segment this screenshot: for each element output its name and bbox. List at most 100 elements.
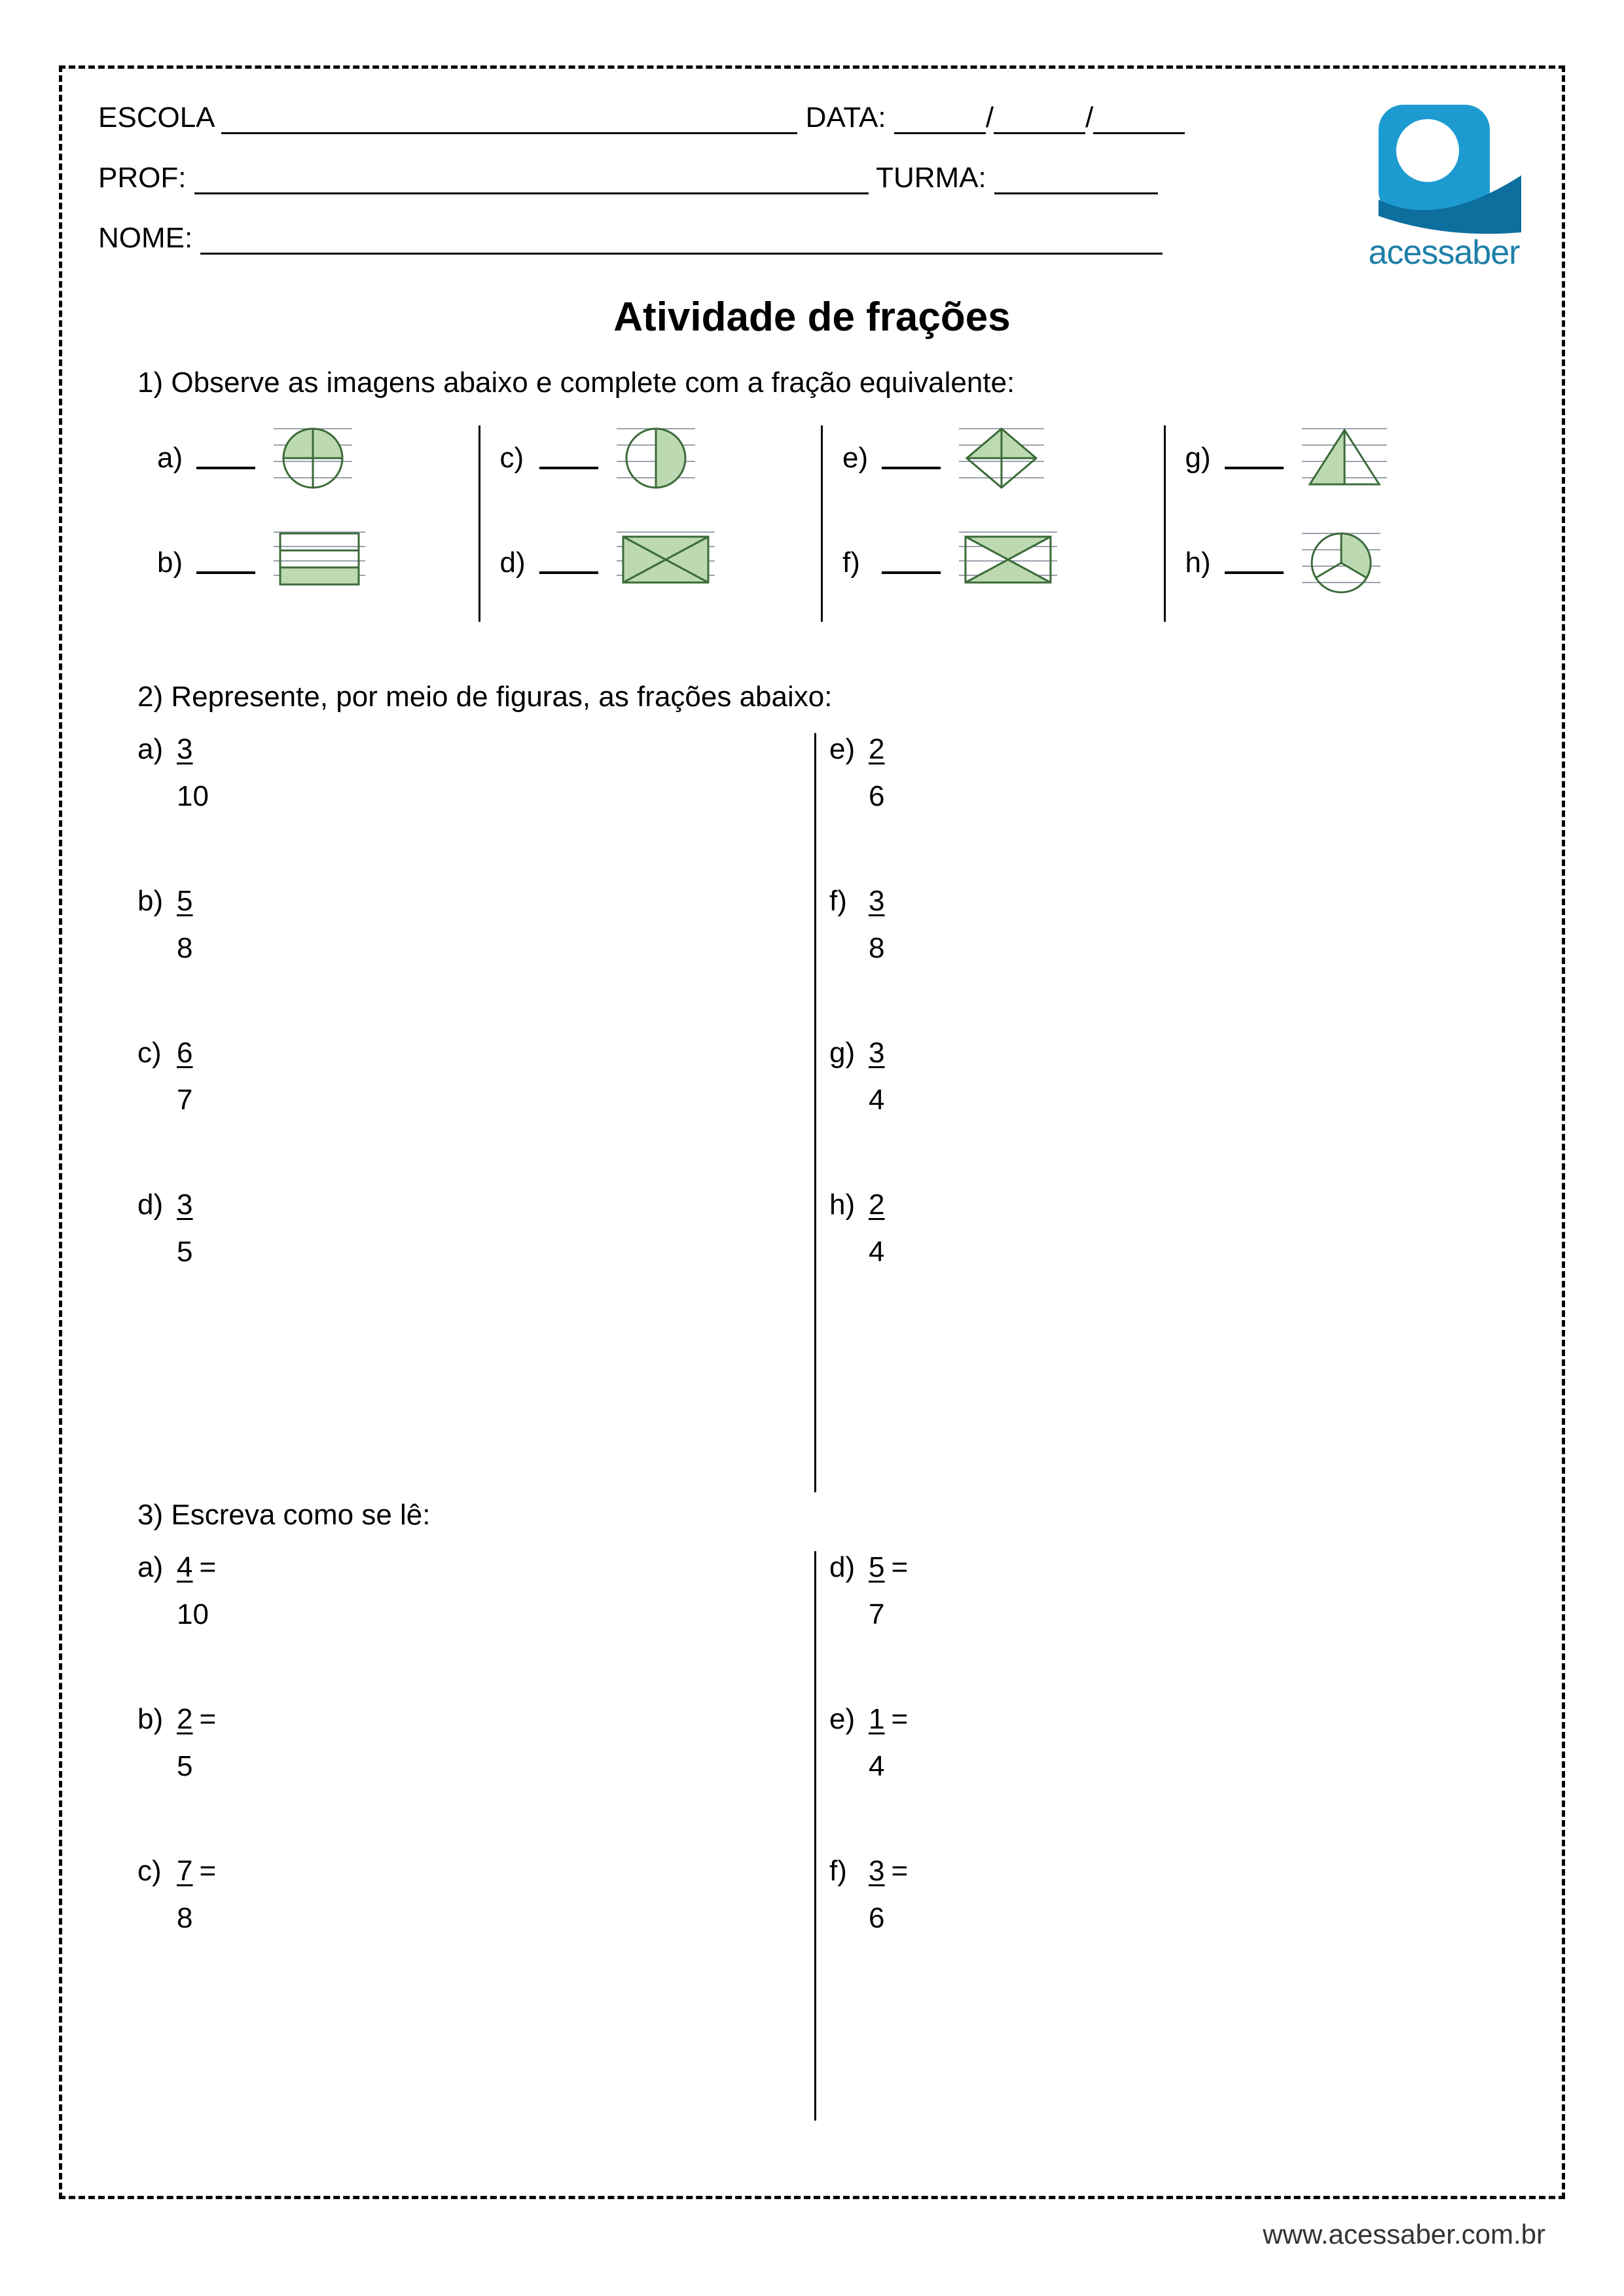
- equals-sign: =: [199, 1855, 216, 1888]
- equals-sign: =: [891, 1703, 908, 1736]
- blank-nome[interactable]: [200, 228, 1163, 255]
- fraction-numerator: 2: [869, 1189, 884, 1221]
- fraction-numerator: 6: [177, 1037, 192, 1069]
- blank-escola[interactable]: [221, 108, 797, 134]
- q1-grid: a) b): [137, 419, 1506, 628]
- fraction-numerator: 3: [869, 885, 884, 918]
- fraction-item: b)5 8: [137, 885, 775, 965]
- fraction-numerator: 7: [177, 1855, 192, 1888]
- fraction-item: a)310: [137, 733, 775, 813]
- blank-data-y[interactable]: [1093, 108, 1185, 134]
- fraction-denominator: 5: [177, 1236, 775, 1268]
- q1-item-c: c): [500, 419, 802, 497]
- q1-blank[interactable]: [1225, 447, 1284, 469]
- brand-logo: acessaber: [1349, 98, 1539, 272]
- fraction-denominator: 7: [869, 1598, 1467, 1631]
- q3-grid: a)4 =10b)2 =5c)7 =8 d)5 =7e)1 =4f)3 =6: [124, 1551, 1506, 2121]
- item-label: b): [137, 885, 177, 918]
- fraction-denominator: 7: [177, 1084, 775, 1117]
- q1-item-g: g): [1185, 419, 1487, 497]
- worksheet-title: Atividade de frações: [98, 294, 1526, 340]
- fraction-numerator: 5: [177, 885, 192, 918]
- q1-blank[interactable]: [196, 447, 255, 469]
- fraction-numerator: 5: [869, 1551, 884, 1584]
- fraction-numerator: 4: [177, 1551, 192, 1584]
- fraction-numerator: 3: [177, 733, 192, 766]
- q1-blank[interactable]: [1225, 552, 1284, 574]
- item-label: f): [829, 1855, 869, 1888]
- q2-grid: a)310b)58c)67d)35 e)26f)38g)34h)24: [124, 733, 1506, 1492]
- fraction-denominator: 6: [869, 1902, 1467, 1935]
- item-label: g): [829, 1037, 869, 1069]
- shape-rect-x-two: [959, 527, 1038, 599]
- q1-item-a: a): [157, 419, 459, 497]
- q1-prompt: 1) Observe as imagens abaixo e complete …: [137, 367, 1526, 399]
- label-escola: ESCOLA: [98, 101, 213, 134]
- blank-data-d[interactable]: [894, 108, 986, 134]
- q1-label: g): [1185, 442, 1225, 475]
- q1-label: c): [500, 442, 539, 475]
- item-label: f): [829, 885, 869, 918]
- shape-rect-one-third: [274, 527, 352, 599]
- q1-label: a): [157, 442, 196, 475]
- shape-circle-one-third: [1302, 527, 1380, 599]
- equals-sign: =: [891, 1855, 908, 1888]
- fraction-item: h)2 4: [829, 1189, 1467, 1268]
- fraction-denominator: 6: [869, 780, 1467, 813]
- q1-blank[interactable]: [196, 552, 255, 574]
- label-prof: PROF:: [98, 162, 186, 194]
- fraction-denominator: 8: [177, 1902, 775, 1935]
- item-label: e): [829, 733, 869, 766]
- shape-rect-x-full: [617, 527, 695, 599]
- fraction-numerator: 1: [869, 1703, 884, 1736]
- blank-turma[interactable]: [994, 168, 1158, 194]
- equals-sign: =: [891, 1551, 908, 1584]
- item-label: h): [829, 1189, 869, 1221]
- q1-blank[interactable]: [882, 552, 941, 574]
- q3-prompt: 3) Escreva como se lê:: [137, 1499, 1526, 1532]
- header-line-1: ESCOLA DATA: //: [98, 101, 1526, 134]
- shape-diamond-top: [959, 422, 1038, 494]
- logo-icon: [1365, 98, 1523, 236]
- fraction-item: e)1 =4: [829, 1703, 1467, 1783]
- blank-prof[interactable]: [194, 168, 869, 194]
- q1-blank[interactable]: [539, 552, 598, 574]
- fraction-item: f)3 =6: [829, 1855, 1467, 1935]
- item-label: c): [137, 1855, 177, 1888]
- label-nome: NOME:: [98, 222, 192, 254]
- worksheet-frame: acessaber ESCOLA DATA: // PROF: TURMA: N…: [59, 65, 1565, 2199]
- fraction-denominator: 5: [177, 1750, 775, 1783]
- blank-data-m[interactable]: [994, 108, 1085, 134]
- q1-label: b): [157, 547, 196, 579]
- fraction-numerator: 2: [869, 733, 884, 766]
- item-label: e): [829, 1703, 869, 1736]
- q1-label: f): [842, 547, 882, 579]
- fraction-denominator: 8: [177, 932, 775, 965]
- footer-url: www.acessaber.com.br: [1263, 2219, 1545, 2250]
- shape-circle-two-quarters: [274, 422, 352, 494]
- header-line-3: NOME:: [98, 222, 1526, 255]
- q1-label: h): [1185, 547, 1225, 579]
- fraction-item: f)38: [829, 885, 1467, 965]
- fraction-denominator: 4: [869, 1236, 1467, 1268]
- item-label: d): [829, 1551, 869, 1584]
- equals-sign: =: [199, 1703, 216, 1736]
- shape-triangle-half: [1302, 422, 1380, 494]
- q1-blank[interactable]: [882, 447, 941, 469]
- q1-item-e: e): [842, 419, 1144, 497]
- q1-item-h: h): [1185, 524, 1487, 602]
- fraction-item: g)34: [829, 1037, 1467, 1117]
- item-label: c): [137, 1037, 177, 1069]
- fraction-numerator: 3: [177, 1189, 192, 1221]
- equals-sign: =: [199, 1551, 216, 1584]
- q1-item-f: f): [842, 524, 1144, 602]
- fraction-denominator: 4: [869, 1084, 1467, 1117]
- q1-blank[interactable]: [539, 447, 598, 469]
- fraction-item: d)3 5: [137, 1189, 775, 1268]
- q1-label: d): [500, 547, 539, 579]
- item-label: d): [137, 1189, 177, 1221]
- shape-circle-half: [617, 422, 695, 494]
- label-turma: TURMA:: [876, 162, 986, 194]
- item-label: a): [137, 733, 177, 766]
- q1-item-d: d): [500, 524, 802, 602]
